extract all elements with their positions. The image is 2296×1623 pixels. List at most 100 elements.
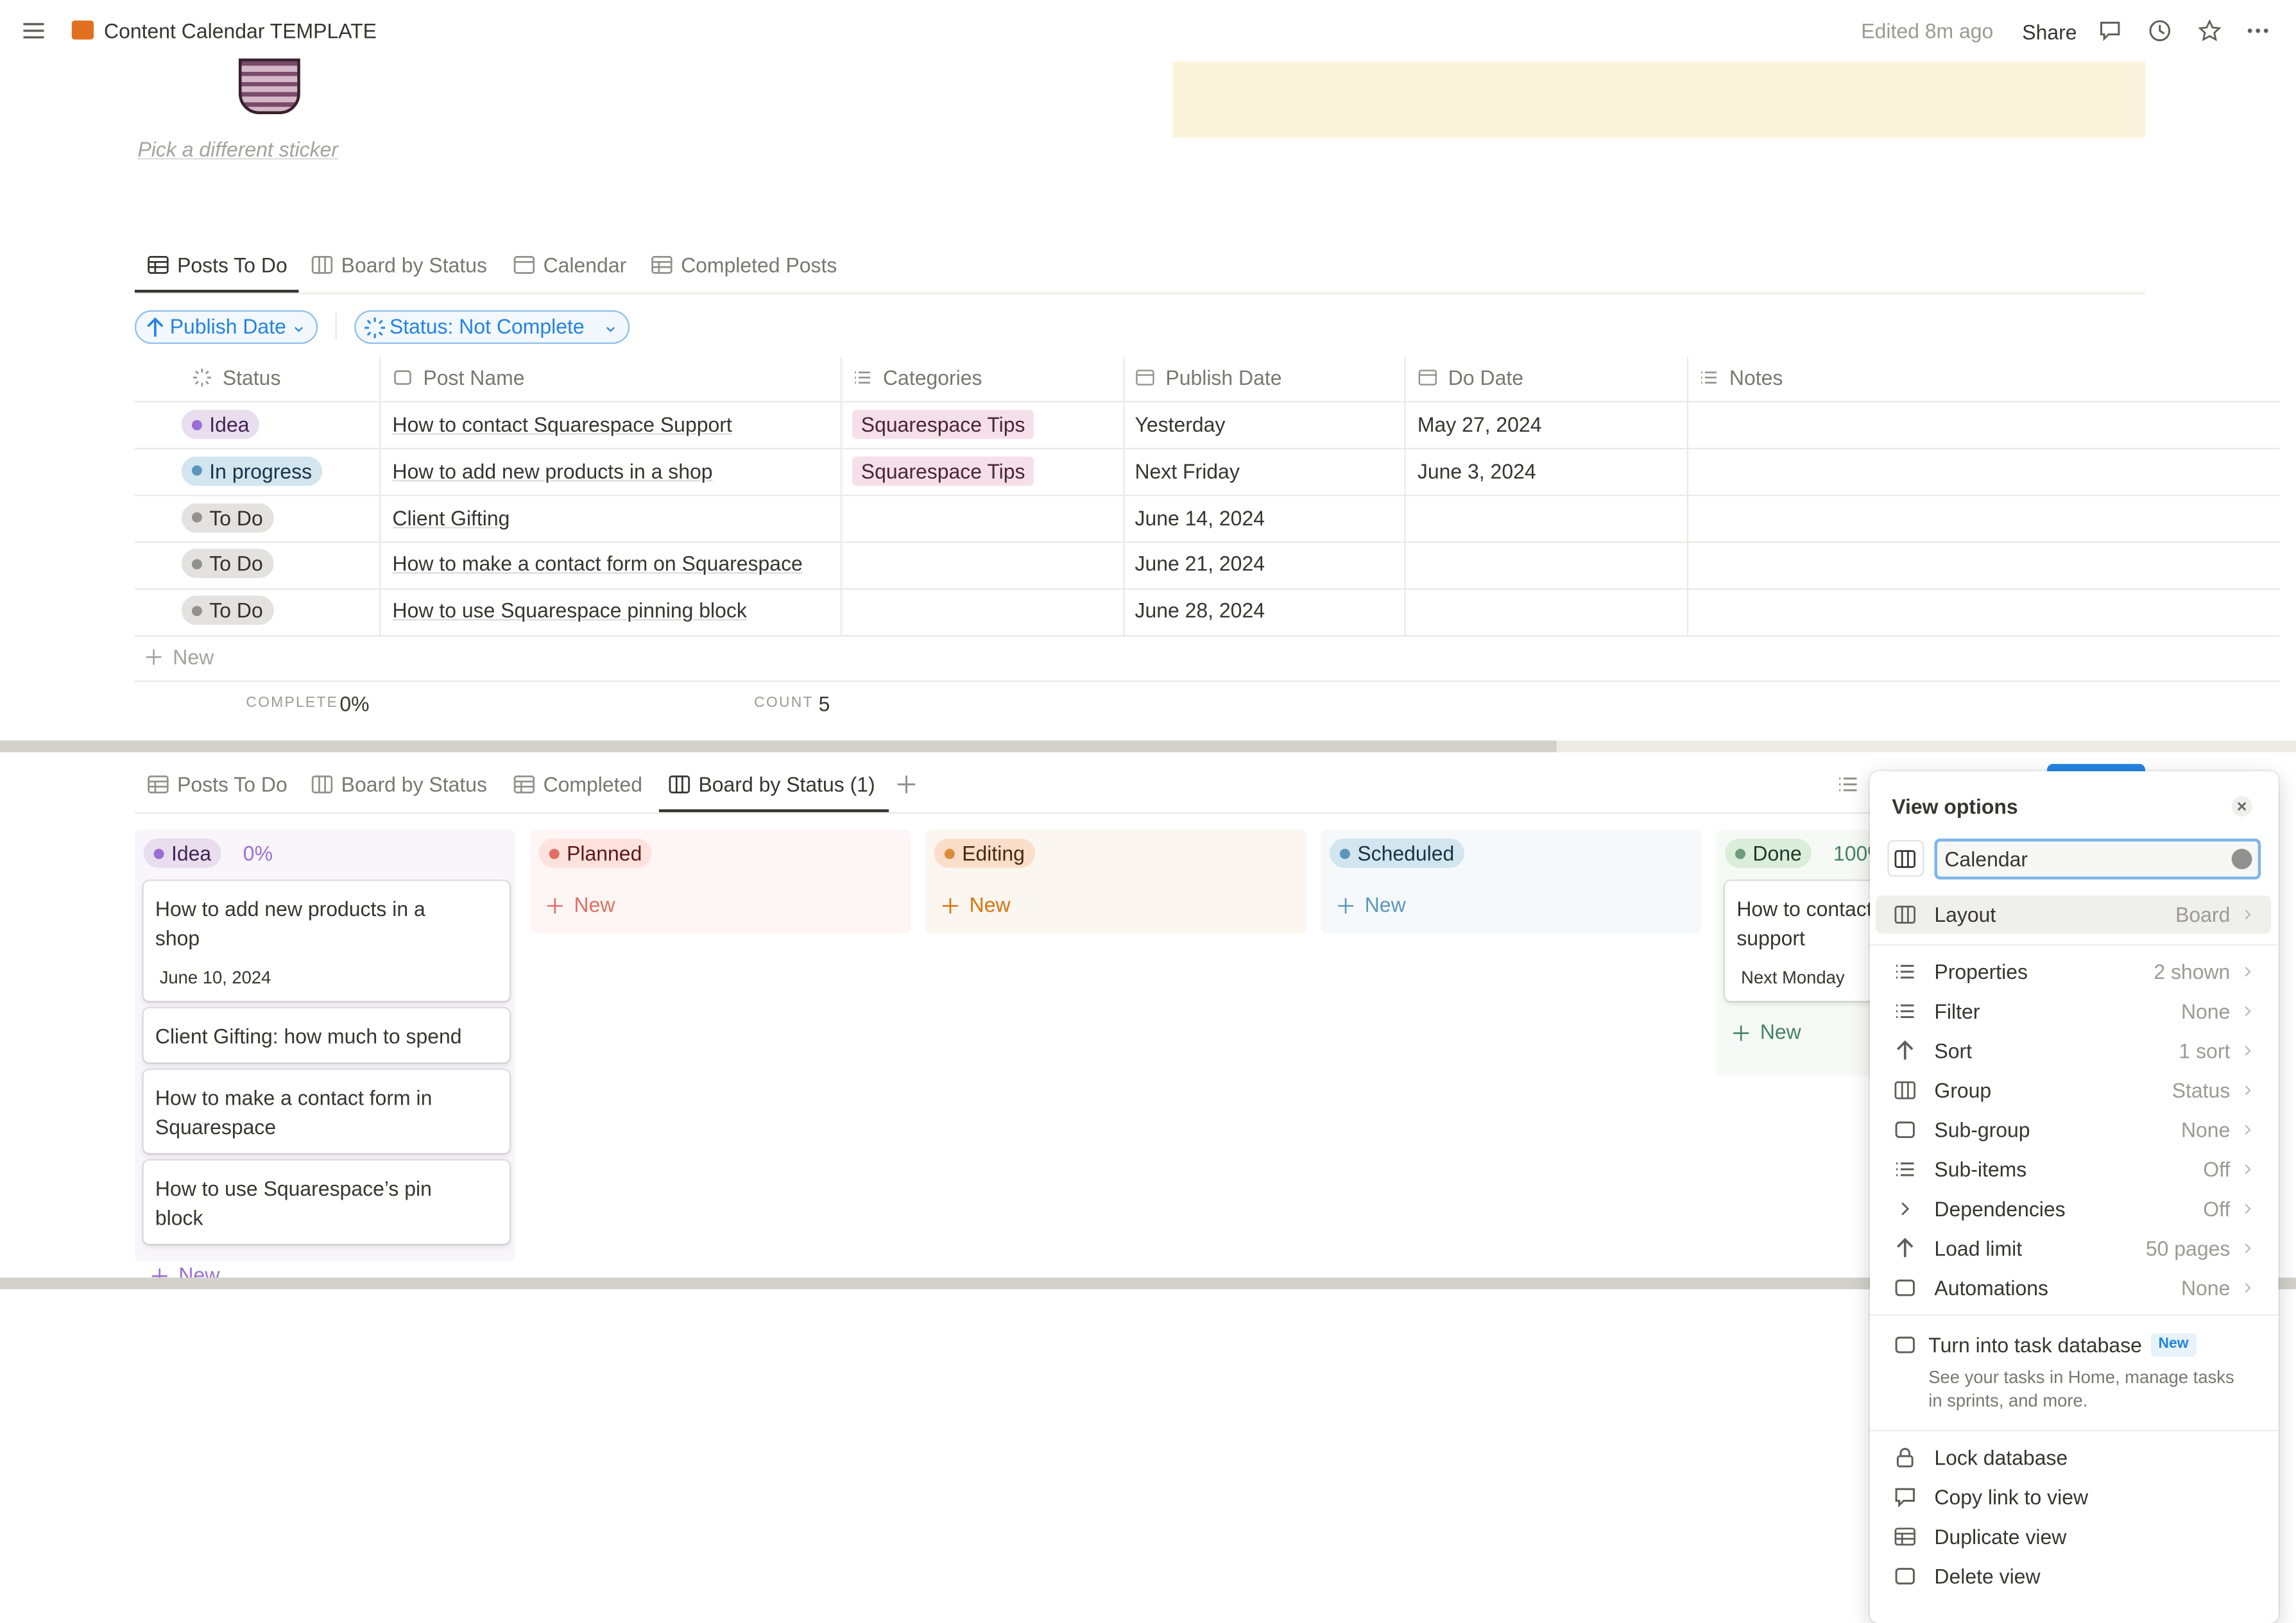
view-tab[interactable]: Completed (543, 772, 643, 797)
new-card[interactable]: New (1760, 1020, 1801, 1044)
menu-label[interactable]: Turn into task database (1928, 1333, 2142, 1357)
page-icon (71, 20, 94, 40)
menu-divider (1869, 1429, 2279, 1432)
status-pill: Idea (181, 409, 260, 439)
view-icon (1894, 850, 1915, 869)
menu-label[interactable]: Layout (1934, 903, 1996, 927)
menu-icon (1895, 1121, 1915, 1139)
filter-label[interactable]: Status: Not Complete (389, 314, 585, 338)
status-label: To Do (209, 599, 263, 622)
menu-label[interactable]: Properties (1934, 960, 2028, 984)
menu-label[interactable]: Sub-group (1934, 1117, 2030, 1142)
column-line (379, 357, 381, 636)
filter-icon (364, 318, 386, 338)
view-tab[interactable]: Posts To Do (177, 772, 287, 797)
new-row[interactable]: New (173, 645, 214, 669)
menu-label[interactable]: Sub-items (1934, 1157, 2027, 1182)
column-line (840, 357, 843, 636)
status-dot (191, 419, 202, 430)
menu-label[interactable]: Sort (1934, 1039, 1973, 1063)
card-date: June 10, 2024 (159, 967, 271, 988)
menu-action[interactable]: Duplicate view (1934, 1525, 2067, 1549)
footer-value: 0% (339, 692, 370, 716)
card[interactable]: How to make a contact form in Squarespac… (143, 1069, 510, 1153)
row-line (134, 588, 2280, 590)
column-icon (1418, 370, 1437, 386)
row-line (134, 448, 2280, 450)
status-label: To Do (209, 506, 263, 529)
new-card[interactable]: New (1364, 892, 1406, 917)
status-dot (153, 848, 164, 858)
menu-chevron (2245, 1046, 2251, 1056)
menu-value: 50 pages (2145, 1236, 2231, 1261)
status-pill: To Do (181, 595, 273, 625)
footer-value: 5 (818, 692, 830, 716)
status-label: Planned (567, 841, 642, 865)
card-title: How to make a contact form in Squarespac… (155, 1085, 433, 1139)
filter-pill[interactable] (134, 310, 318, 344)
view-tab[interactable]: Board by Status (341, 772, 488, 797)
column-header: Idea (143, 838, 222, 868)
comments-icon (2100, 21, 2120, 42)
view-tab[interactable]: Board by Status (1) (698, 772, 875, 797)
footer-label: COUNT (754, 695, 814, 711)
menu-label[interactable]: Dependencies (1934, 1197, 2066, 1221)
menu-highlight (1876, 896, 2272, 934)
card-date: Next Monday (1741, 967, 1845, 988)
view-tab[interactable]: Posts To Do (177, 253, 287, 277)
filter-label[interactable]: Publish Date (169, 314, 286, 338)
menu-chevron (2245, 1006, 2251, 1016)
column-header: Do Date (1448, 366, 1523, 389)
view-name-input[interactable]: Calendar (1934, 838, 2261, 880)
post-name[interactable]: How to add new products in a shop (392, 459, 713, 483)
tab-icon (513, 775, 535, 794)
sticker-caption[interactable]: Pick a different sticker (137, 137, 338, 161)
menu-icon (23, 22, 44, 38)
action-icon (1895, 1568, 1915, 1585)
row-line (134, 401, 2280, 403)
view-tab[interactable]: Board by Status (341, 253, 488, 277)
card[interactable]: How to add new products in a shop June 10… (143, 881, 510, 1001)
tab-icon (513, 255, 535, 274)
menu-value: None (2180, 999, 2231, 1023)
row-line (134, 495, 2280, 497)
menu-label[interactable]: Group (1934, 1078, 1992, 1102)
action-icon (1895, 1488, 1915, 1508)
menu-value: Status (2172, 1078, 2231, 1102)
menu-label[interactable]: Automations (1934, 1276, 2048, 1300)
post-name[interactable]: How to make a contact form on Squarespac… (392, 552, 803, 576)
status-dot (549, 848, 560, 858)
new-card[interactable]: New (574, 892, 615, 917)
post-name[interactable]: How to contact Squarespace Support (392, 412, 732, 436)
menu-value: Off (2203, 1157, 2231, 1182)
filter-chevron (606, 327, 615, 332)
status-dot (1735, 848, 1746, 858)
menu-action[interactable]: Copy link to view (1934, 1485, 2089, 1509)
new-icon (942, 898, 958, 914)
view-tab[interactable]: Calendar (543, 253, 627, 277)
menu-label[interactable]: Load limit (1934, 1236, 2023, 1261)
share-button[interactable]: Share (2022, 20, 2077, 44)
menu-label[interactable]: Filter (1934, 999, 1980, 1023)
post-name[interactable]: How to use Squarespace pinning block (392, 599, 747, 622)
card[interactable]: How to use Squarespace’s pin block (143, 1160, 510, 1245)
favorite-icon (2198, 19, 2222, 42)
card[interactable]: Client Gifting: how much to spend (143, 1008, 510, 1063)
filter-pill[interactable] (354, 310, 630, 344)
menu-divider (1869, 1314, 2279, 1316)
post-name[interactable]: Client Gifting (392, 506, 510, 529)
toolbar-filter (1839, 778, 1857, 792)
menu-action[interactable]: Delete view (1934, 1564, 2041, 1588)
menu-chevron (2245, 967, 2251, 977)
view-tab[interactable]: Completed Posts (681, 253, 837, 277)
info-icon (2231, 849, 2252, 870)
new-card[interactable]: New (969, 892, 1011, 917)
tab-icon (311, 775, 333, 794)
status-dot (191, 466, 202, 477)
menu-chevron (2245, 1203, 2251, 1214)
card-title: How to use Squarespace’s pin block (155, 1177, 432, 1230)
card-title: Client Gifting: how much to spend (155, 1024, 462, 1048)
menu-action[interactable]: Lock database (1934, 1445, 2068, 1470)
status-pill: In progress (181, 456, 323, 486)
